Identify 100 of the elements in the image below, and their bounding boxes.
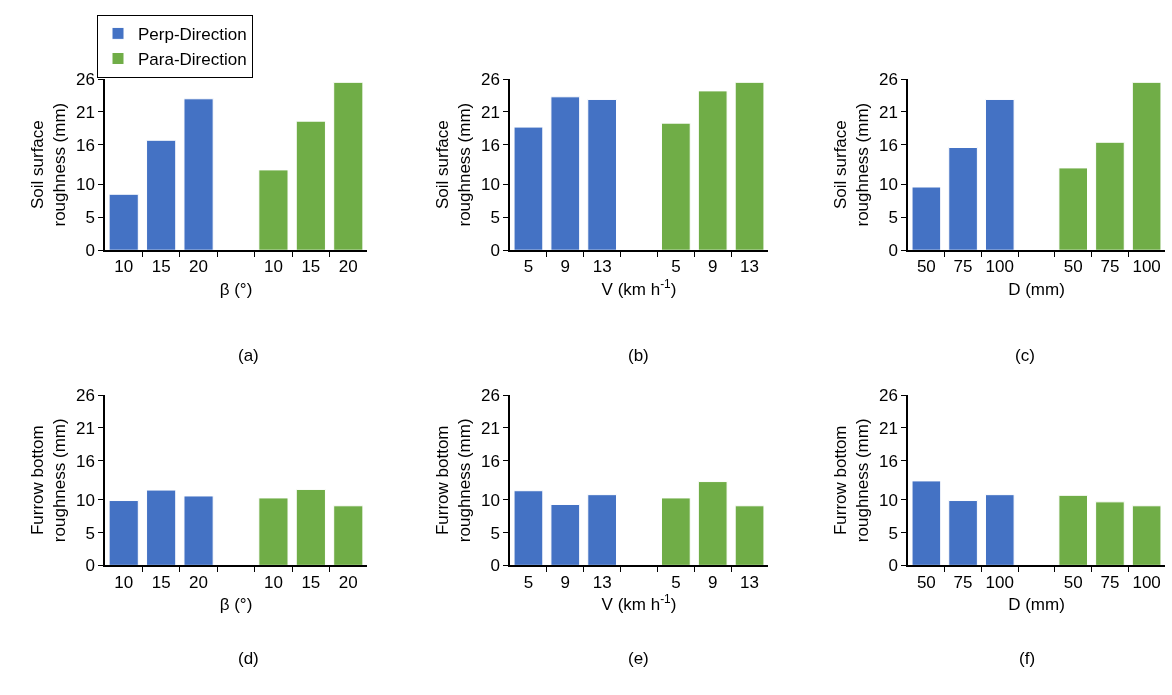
x-axis-title: D (mm) bbox=[1008, 280, 1065, 300]
x-tick-label: 20 bbox=[338, 572, 358, 592]
x-tick-label: 20 bbox=[189, 257, 209, 277]
x-tick-label: 9 bbox=[560, 257, 571, 277]
x-tick-label: 75 bbox=[953, 572, 973, 592]
y-tick-label: 16 bbox=[480, 135, 500, 155]
x-tick-label: 50 bbox=[1063, 572, 1083, 592]
x-tick-label: 75 bbox=[1100, 572, 1120, 592]
bar bbox=[146, 139, 177, 251]
x-tick-label: 100 bbox=[1132, 572, 1161, 592]
y-tick-label: 0 bbox=[490, 556, 500, 576]
text: (f) bbox=[1019, 649, 1036, 668]
x-tick-label: 5 bbox=[523, 257, 534, 277]
y-tick-label: 10 bbox=[878, 175, 898, 195]
x-tick-label: 5 bbox=[523, 572, 534, 592]
bar bbox=[697, 481, 728, 566]
bar bbox=[587, 98, 618, 251]
y-tick-label: 0 bbox=[888, 556, 898, 576]
y-axis-title: Furrow bottom roughness (mm) bbox=[432, 418, 474, 543]
bar bbox=[984, 98, 1015, 251]
x-tick-label: 15 bbox=[301, 572, 321, 592]
x-tick-label: 5 bbox=[671, 257, 681, 277]
y-tick-label: 16 bbox=[878, 451, 898, 471]
y-tick-label: 21 bbox=[878, 102, 898, 122]
y-tick-label: 0 bbox=[888, 241, 898, 261]
bar bbox=[911, 480, 942, 566]
text: (a) bbox=[238, 346, 259, 365]
bar bbox=[258, 169, 289, 251]
x-tick-label: 75 bbox=[1100, 257, 1120, 277]
x-tick-label: 10 bbox=[114, 257, 134, 277]
x-axis-title: D (mm) bbox=[1008, 595, 1065, 615]
x-tick-label: 13 bbox=[592, 257, 612, 277]
bar bbox=[1058, 494, 1089, 566]
y-tick-label: 26 bbox=[878, 69, 898, 89]
y-tick-label: 5 bbox=[490, 208, 500, 228]
bar bbox=[660, 497, 691, 566]
legend-label: Perp-Direction bbox=[138, 25, 247, 45]
x-tick-label: 15 bbox=[151, 257, 171, 277]
bar bbox=[1131, 81, 1162, 251]
y-tick-label: 10 bbox=[75, 490, 95, 510]
y-tick-label: 16 bbox=[878, 135, 898, 155]
bar bbox=[948, 500, 978, 566]
y-tick-label: 26 bbox=[480, 386, 500, 406]
y-tick-label: 0 bbox=[85, 556, 95, 576]
text: (d) bbox=[238, 649, 259, 668]
bar bbox=[734, 505, 765, 566]
y-tick-label: 26 bbox=[75, 386, 95, 406]
y-axis-title: Soil surface roughness (mm) bbox=[432, 102, 474, 227]
y-tick-label: 10 bbox=[878, 490, 898, 510]
y-tick-label: 21 bbox=[878, 418, 898, 438]
x-tick-label: 9 bbox=[707, 257, 718, 277]
bar bbox=[513, 490, 544, 566]
bar bbox=[984, 494, 1015, 566]
y-tick-label: 26 bbox=[878, 386, 898, 406]
bar bbox=[513, 126, 544, 251]
y-tick-label: 5 bbox=[85, 523, 95, 543]
x-tick-label: 5 bbox=[671, 572, 681, 592]
bar bbox=[1095, 501, 1125, 566]
y-tick-label: 10 bbox=[480, 175, 500, 195]
x-tick-label: 20 bbox=[338, 257, 358, 277]
x-tick-label: 100 bbox=[985, 572, 1014, 592]
x-tick-label: 100 bbox=[985, 257, 1014, 277]
x-tick-label: 10 bbox=[263, 257, 283, 277]
bar bbox=[550, 96, 581, 251]
x-tick-label: 13 bbox=[740, 572, 760, 592]
y-tick-label: 5 bbox=[85, 208, 95, 228]
bar bbox=[550, 503, 581, 566]
x-tick-label: 10 bbox=[114, 572, 134, 592]
x-tick-label: 15 bbox=[301, 257, 321, 277]
y-tick-label: 21 bbox=[480, 418, 500, 438]
y-tick-label: 0 bbox=[490, 241, 500, 261]
bar bbox=[1095, 141, 1125, 251]
bar bbox=[948, 147, 978, 251]
y-tick-label: 26 bbox=[75, 69, 95, 89]
y-tick-label: 5 bbox=[490, 523, 500, 543]
y-tick-label: 10 bbox=[480, 490, 500, 510]
bar bbox=[660, 122, 691, 251]
bar bbox=[1058, 167, 1089, 251]
bar bbox=[108, 193, 139, 251]
y-tick-label: 21 bbox=[480, 102, 500, 122]
y-tick-label: 21 bbox=[75, 418, 95, 438]
bar bbox=[734, 81, 765, 251]
text: (c) bbox=[1015, 346, 1035, 365]
y-tick-label: 16 bbox=[75, 135, 95, 155]
y-tick-label: 26 bbox=[480, 69, 500, 89]
x-axis-title: V (km h$^{-1}$) bbox=[601, 592, 677, 615]
x-tick-label: 75 bbox=[953, 257, 973, 277]
bar bbox=[183, 98, 214, 251]
y-tick-label: 10 bbox=[75, 175, 95, 195]
bar bbox=[911, 186, 942, 251]
y-tick-label: 5 bbox=[888, 523, 898, 543]
y-tick-label: 16 bbox=[75, 451, 95, 471]
text: (e) bbox=[628, 649, 649, 668]
x-tick-label: 9 bbox=[560, 572, 571, 592]
y-axis-title: Furrow bottom roughness (mm) bbox=[830, 418, 872, 543]
x-tick-label: 20 bbox=[189, 572, 209, 592]
x-tick-label: 50 bbox=[1063, 257, 1083, 277]
bar bbox=[333, 81, 364, 251]
y-tick-label: 5 bbox=[888, 208, 898, 228]
x-tick-label: 10 bbox=[263, 572, 283, 592]
